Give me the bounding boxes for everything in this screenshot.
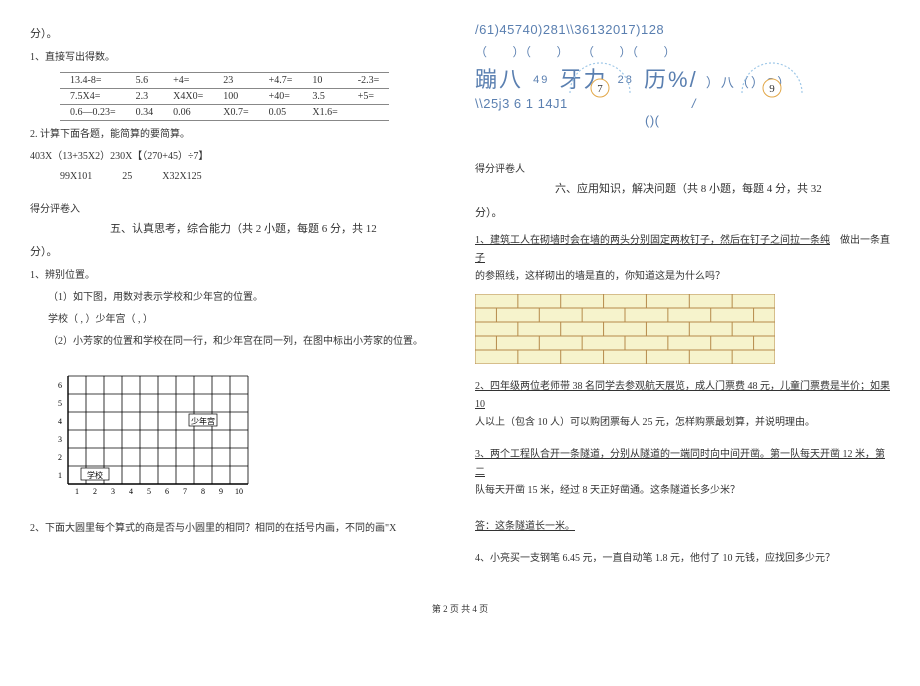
protractor-right: 9 [737,48,807,98]
q6-4: 4、小亮买一支钢笔 6.45 元，一直自动笔 1.8 元，他付了 10 元钱，应… [475,550,890,568]
svg-text:3: 3 [58,435,62,444]
q5-1-lead: 1、辨别位置。 [30,268,445,284]
calc-cell: 2.3 [126,88,164,104]
coordinate-grid: 1 2 3 4 5 6 7 8 9 10 1 2 3 4 5 6 学校 少年宫 [48,366,258,506]
calc-cell: 100 [213,88,258,104]
q2-lead: 2. 计算下面各题，能简算的要简算。 [30,127,445,143]
calc-cell: 13.4-8= [60,72,126,88]
sub-expr2: ()( [645,113,890,128]
q6-3: 3、两个工程队合开一条隧道，分别从隧道的一端同时向中间开凿。第一队每天开凿 12… [475,446,890,482]
calc-cell: 0.34 [126,104,164,120]
calc-cell: +5= [348,88,389,104]
protractor-left: 7 [565,48,635,98]
svg-text:1: 1 [75,487,79,496]
calc-cell: 0.06 [163,104,213,120]
calc-cell: 3.5 [302,88,347,104]
calc-cell: -2.3= [348,72,389,88]
calc-cell: 0.6—0.23= [60,104,126,120]
protractor-row: （ ）（ ） （ ）（ ） 蹦八 49 牙力 28 历%/ ）八（）C） \\2… [475,41,890,130]
q6-1a: 1、建筑工人在砌墙时会在墙的两头分别固定两枚钉子，然后在钉子之间拉一条纯子 [475,232,830,268]
section5-title: 五、认真思考，综合能力（共 2 小题，每题 6 分，共 12 [110,221,445,239]
paren-row: （ ）（ ） （ ）（ ） [475,43,890,60]
svg-text:5: 5 [147,487,151,496]
q1-lead: 1、直接写出得数。 [30,50,445,66]
page-footer: 第 2 页 共 4 页 [30,602,890,615]
svg-text:2: 2 [58,453,62,462]
section6-title: 六、应用知识，解决问题（共 8 小题，每题 4 分，共 32 [555,181,890,199]
svg-text:2: 2 [93,487,97,496]
glyph-num: 49 [533,74,549,86]
svg-text:1: 1 [58,471,62,480]
q6-2b: 人以上（包含 10 人）可以购团票每人 25 元，怎样购票最划算，并说明理由。 [475,414,890,432]
svg-text:8: 8 [201,487,205,496]
calc-cell: X4X0= [163,88,213,104]
svg-text:10: 10 [235,487,243,496]
glyph: 历%/ [644,67,698,92]
top-expr: /61)45740)281\\36132017)128 [475,22,890,37]
cn-glyph-row: 蹦八 49 牙力 28 历%/ ）八（）C） [475,62,890,94]
q6-1b: 的参照线，这样砌出的墙是直的，你知道这是为什么吗？ [475,268,890,286]
q2-item: 25 [122,171,132,182]
q5-1-b: （2）小芳家的位置和学校在同一行，和少年宫在同一列，在图中标出小芳家的位置。 [48,334,445,350]
q6-3-ans: 答：这条隧道长一米。 [475,518,890,536]
calc-cell: +4.7= [259,72,303,88]
glyph: 蹦八 [475,67,523,92]
right-column: /61)45740)281\\36132017)128 （ ）（ ） （ ）（ … [475,20,890,582]
left-column: 分）。 1、直接写出得数。 13.4-8= 5.6 +4= 23 +4.7= 1… [30,20,445,582]
calc-cell: +40= [259,88,303,104]
calc-cell: X0.7= [213,104,258,120]
score-reviewer: 得分评卷人 [475,160,890,175]
points-tail: 分）。 [30,26,445,44]
svg-text:9: 9 [219,487,223,496]
q2-item: 99X101 [60,171,92,182]
calc-cell: 7.5X4= [60,88,126,104]
svg-text:4: 4 [129,487,133,496]
svg-text:5: 5 [58,399,62,408]
section6-tail: 分）。 [475,205,890,223]
score-reviewer: 得分评卷入 [30,200,445,215]
q5-1-a2: 学校（ , ）少年宫（ , ） [48,312,445,328]
q6-1-side: 做出一条直 [840,232,890,268]
section5-tail: 分）。 [30,244,445,262]
calc-cell: X1.6= [302,104,347,120]
svg-text:4: 4 [58,417,62,426]
svg-text:学校: 学校 [87,470,103,480]
calc-cell: 5.6 [126,72,164,88]
q5-1-a: （1）如下图，用数对表示学校和少年宫的位置。 [48,290,445,306]
q2-item: X32X125 [162,171,201,182]
svg-text:7: 7 [597,83,603,95]
q6-3b: 队每天开凿 15 米，经过 8 天正好凿通。这条隧道长多少米？ [475,482,890,500]
q5-2: 2、下面大圆里每个算式的商是否与小圆里的相同？相同的在括号内画，不同的画"X [30,521,445,537]
calc-cell: 0.05 [259,104,303,120]
calc-table: 13.4-8= 5.6 +4= 23 +4.7= 10 -2.3= 7.5X4=… [60,72,389,121]
q6-2: 2、四年级两位老师带 38 名同学去参观航天展览，成人门票费 48 元，儿童门票… [475,378,890,414]
svg-text:6: 6 [58,381,62,390]
svg-text:7: 7 [183,487,187,496]
sub-expr: \\25j3 6 1 14J1 / [475,96,890,111]
calc-cell: +4= [163,72,213,88]
svg-text:3: 3 [111,487,115,496]
svg-text:少年宫: 少年宫 [191,416,215,426]
calc-cell: 23 [213,72,258,88]
brick-wall [475,294,890,364]
svg-text:9: 9 [769,83,775,95]
svg-text:6: 6 [165,487,169,496]
q2-line: 403X（13+35X2）230X【（270+45）÷7】 [30,149,445,165]
calc-cell: 10 [302,72,347,88]
